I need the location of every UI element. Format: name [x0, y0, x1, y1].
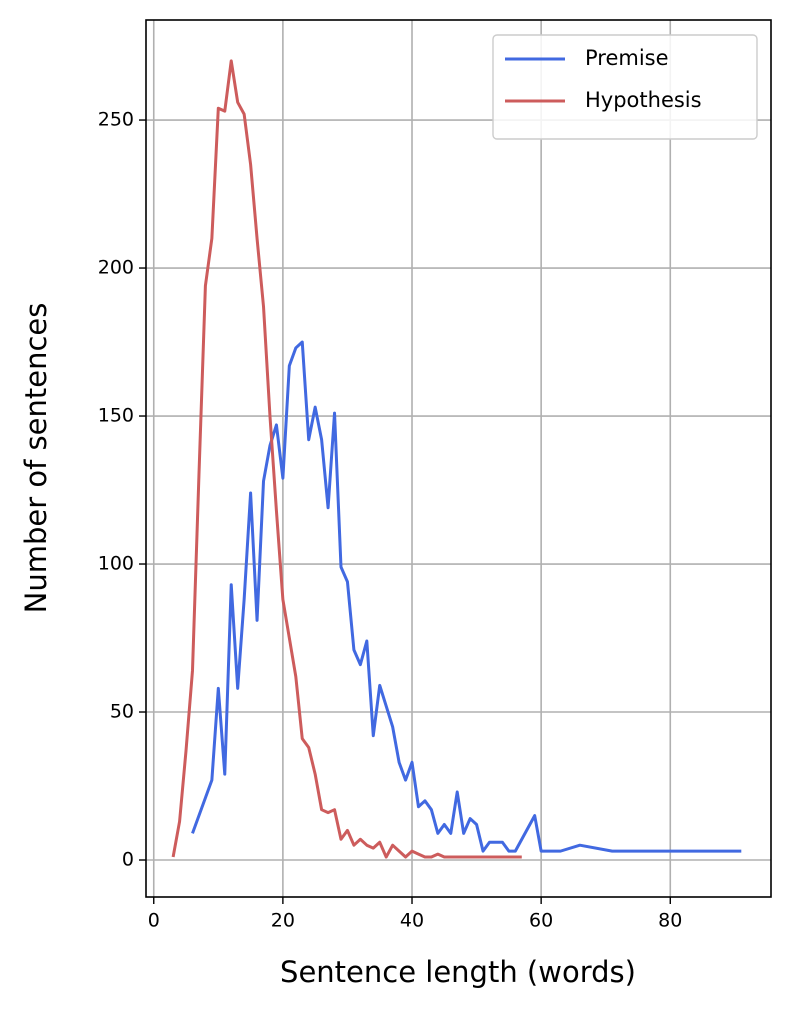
- x-tick-label: 40: [400, 910, 424, 932]
- x-tick-label: 60: [529, 910, 553, 932]
- x-axis-label: Sentence length (words): [280, 955, 636, 989]
- data-line: [191, 340, 742, 853]
- y-tick-label: 100: [98, 553, 134, 575]
- plot-frame: [145, 19, 772, 898]
- x-tick-label: 80: [658, 910, 682, 932]
- legend-label: Premise: [585, 46, 669, 70]
- y-tick-label: 250: [98, 109, 134, 131]
- data-line: [171, 59, 522, 859]
- y-tick-label: 50: [110, 701, 134, 723]
- legend-label: Hypothesis: [585, 88, 702, 112]
- y-tick-label: 200: [98, 257, 134, 279]
- legend: Premise Hypothesis: [492, 34, 758, 140]
- x-tick-label: 0: [148, 910, 160, 932]
- y-tick-label: 150: [98, 405, 134, 427]
- legend-box: [492, 34, 758, 140]
- y-axis-label: Number of sentences: [19, 303, 53, 614]
- y-tick-label: 0: [122, 849, 134, 871]
- x-tick-label: 20: [271, 910, 295, 932]
